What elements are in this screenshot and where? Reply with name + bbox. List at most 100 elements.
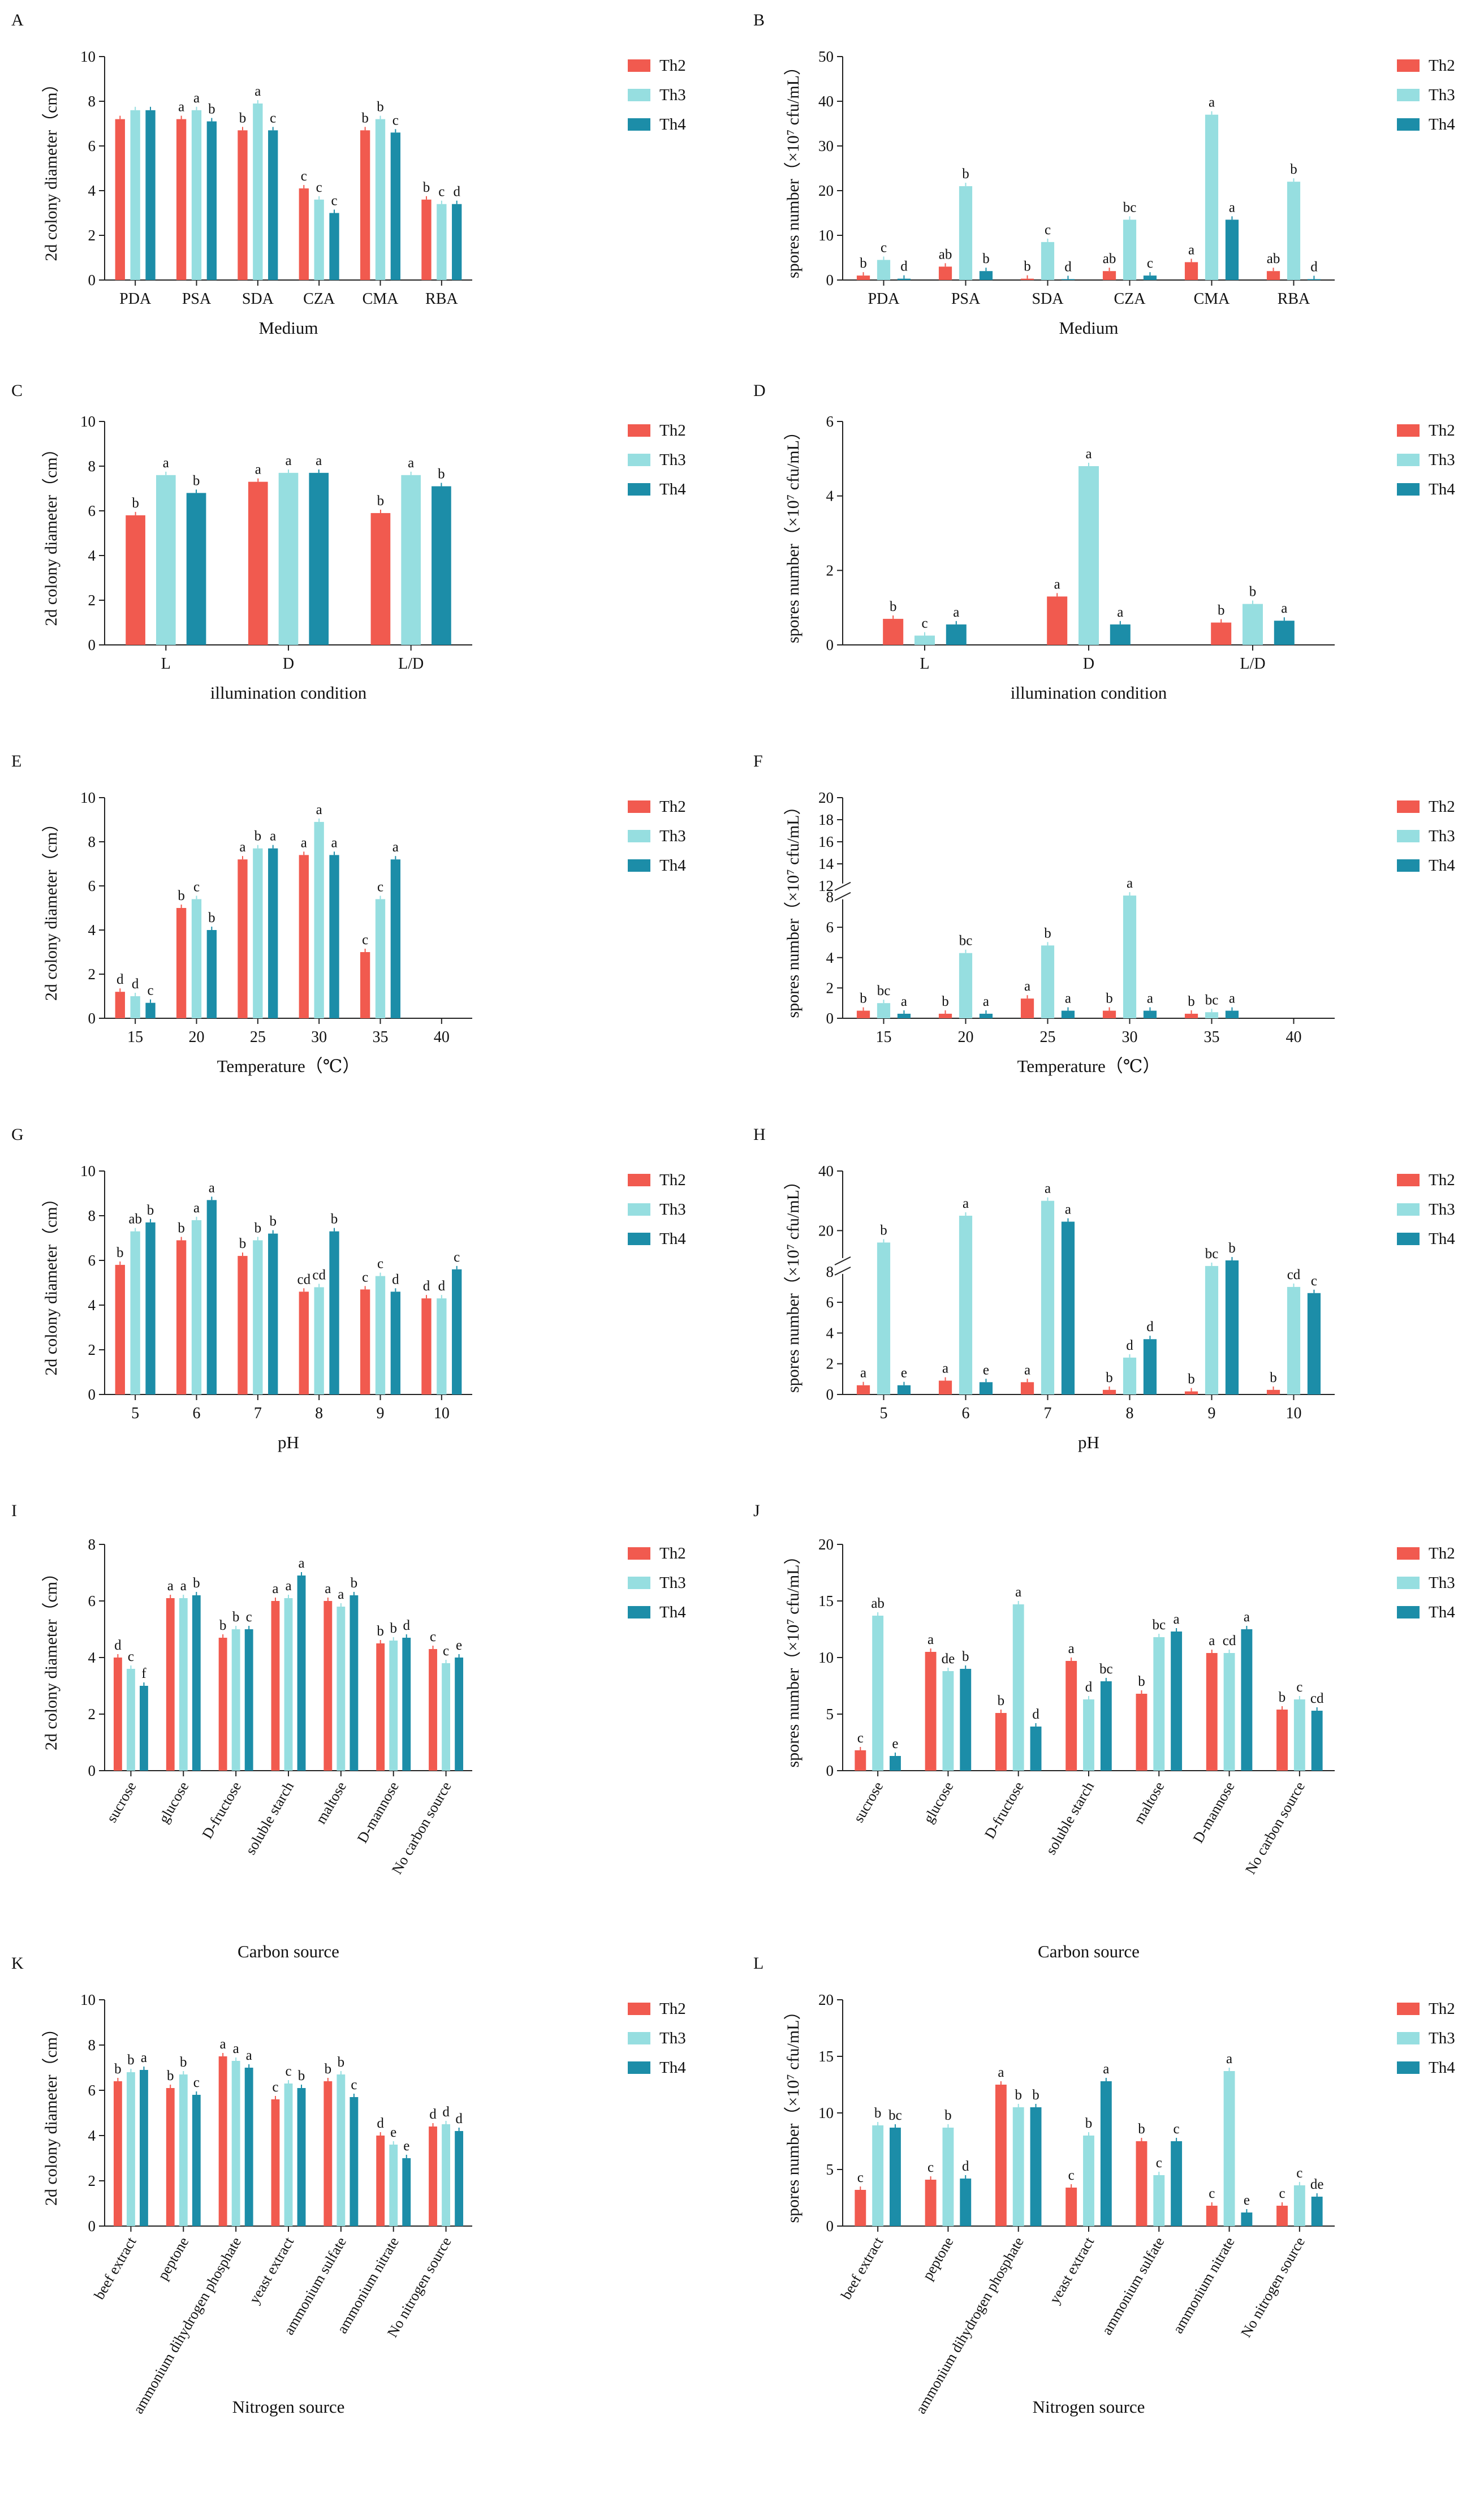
- x-tick-label: sucrose: [103, 1779, 140, 1826]
- legend-label: Th2: [659, 2000, 686, 2018]
- x-tick-label: 40: [434, 1028, 450, 1046]
- significance-letter: b: [998, 1693, 1005, 1708]
- bar-th4: [329, 213, 339, 280]
- significance-letter: a: [1226, 2051, 1232, 2067]
- legend-swatch-th3: [628, 1203, 650, 1216]
- x-tick-label: No carbon source: [389, 1779, 455, 1877]
- panel-b: B 0 10 20 30 40 50 spores number（×10⁷ cfu/mL） PD…: [753, 11, 1455, 338]
- legend-label: Th4: [659, 1603, 686, 1621]
- bar-th4: [1311, 2197, 1323, 2226]
- significance-letter: bc: [1205, 992, 1219, 1008]
- y-tick-label: 10: [80, 413, 96, 430]
- x-tick-label: sucrose: [850, 1779, 886, 1826]
- y-tick-label: 2: [88, 1706, 96, 1723]
- significance-letter: ab: [1267, 251, 1280, 266]
- significance-letter: b: [377, 1624, 384, 1639]
- significance-letter: b: [219, 1618, 227, 1633]
- significance-letter: a: [1174, 1612, 1180, 1627]
- bar-th2: [238, 859, 248, 1018]
- significance-letter: bc: [1099, 1661, 1113, 1677]
- x-tick-label: CMA: [1194, 290, 1231, 308]
- bar-th4: [890, 1756, 901, 1771]
- legend-swatch-th2: [1397, 59, 1420, 72]
- significance-letter: a: [1188, 242, 1194, 257]
- significance-letter: c: [1209, 2186, 1215, 2201]
- bar-th3: [1041, 945, 1055, 1018]
- significance-letter: d: [900, 259, 908, 274]
- significance-letter: a: [285, 453, 291, 468]
- bar-th2: [1065, 2188, 1077, 2226]
- x-tick-label: beef extract: [838, 2234, 886, 2302]
- legend-label: Th2: [659, 1544, 686, 1562]
- bar-th2: [323, 1601, 333, 1771]
- legend-swatch-th4: [628, 118, 650, 131]
- significance-letter: b: [239, 1236, 247, 1251]
- significance-letter: a: [254, 84, 261, 99]
- bar-th3: [959, 1216, 973, 1394]
- significance-letter: c: [1147, 256, 1153, 271]
- y-tick-label: 10: [818, 227, 834, 244]
- significance-letter: a: [942, 1361, 948, 1376]
- significance-letter: b: [1015, 2087, 1022, 2103]
- significance-letter: b: [1188, 1372, 1195, 1387]
- legend-swatch-th3: [628, 2032, 650, 2044]
- x-tick-label: 40: [1286, 1028, 1302, 1046]
- y-tick-label: 8: [88, 1536, 96, 1553]
- x-tick-label: yeast extract: [246, 2234, 297, 2306]
- bar-th3: [1293, 2185, 1305, 2226]
- y-axis-title: 2d colony diameter（cm）: [42, 815, 61, 1001]
- bar-th3: [156, 475, 176, 645]
- bar-th3: [959, 186, 973, 280]
- legend-swatch-th4: [1397, 483, 1420, 496]
- y-tick-label: 4: [88, 1649, 96, 1666]
- bar-th2: [995, 2085, 1007, 2226]
- legend-swatch-th2: [628, 59, 650, 72]
- y-tick-label: 2: [88, 2172, 96, 2189]
- y-tick-label: 15: [818, 1592, 834, 1609]
- x-axis-title: Nitrogen source: [1033, 2397, 1145, 2417]
- y-tick-label: 2: [88, 592, 96, 609]
- significance-letter: a: [178, 100, 184, 115]
- x-tick-label: 10: [434, 1405, 450, 1422]
- x-axis-title: Nitrogen source: [232, 2397, 345, 2417]
- bar-th4: [206, 1200, 217, 1394]
- panel-label: K: [11, 1954, 24, 1973]
- significance-letter: b: [1188, 994, 1195, 1009]
- significance-letter: f: [141, 1666, 146, 1681]
- bar-th4: [390, 132, 401, 281]
- bar-th2: [429, 2127, 437, 2226]
- significance-letter: a: [1065, 1202, 1071, 1217]
- bar-th3: [872, 2125, 884, 2226]
- bar-th3: [1153, 2175, 1165, 2226]
- y-tick-label: 8: [826, 1263, 834, 1280]
- legend-label: Th4: [659, 1230, 686, 1248]
- legend-swatch-th4: [1397, 859, 1420, 872]
- significance-letter: c: [246, 1609, 252, 1625]
- bar-th4: [206, 930, 217, 1018]
- significance-letter: c: [362, 1269, 368, 1285]
- significance-letter: c: [270, 110, 276, 126]
- significance-letter: b: [331, 1212, 338, 1227]
- legend-label: Th3: [1429, 827, 1455, 845]
- y-tick-label: 4: [826, 949, 834, 966]
- significance-letter: a: [246, 2048, 252, 2063]
- significance-letter: cd: [1310, 1691, 1324, 1706]
- legend-label: Th2: [1429, 421, 1455, 440]
- y-tick-label: 5: [826, 2161, 834, 2178]
- x-tick-label: maltose: [313, 1779, 350, 1827]
- panel-f: F 0 2 4 6 812 14 16 18 20 spores number（×10⁷ cfu/m…: [753, 752, 1455, 1076]
- y-tick-label: 20: [818, 1991, 834, 2008]
- significance-letter: b: [178, 888, 185, 903]
- legend-label: Th4: [1429, 115, 1455, 134]
- legend-label: Th4: [659, 115, 686, 134]
- significance-letter: b: [167, 2068, 174, 2084]
- panel-label: D: [753, 381, 766, 400]
- bar-th2: [1136, 1694, 1147, 1771]
- bar-th4: [244, 1629, 253, 1771]
- bar-th2: [113, 1658, 122, 1771]
- significance-letter: b: [962, 1649, 969, 1664]
- axis-break-mark: [834, 881, 851, 891]
- bar-th2: [421, 1298, 432, 1394]
- legend-label: Th3: [659, 2029, 686, 2047]
